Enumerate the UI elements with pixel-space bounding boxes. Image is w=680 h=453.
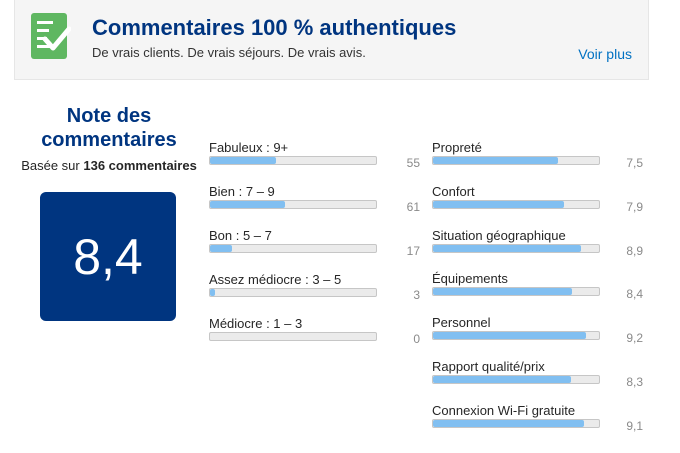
category-row-label: Rapport qualité/prix xyxy=(432,359,545,374)
distribution-row-bar-fill xyxy=(210,157,277,164)
category-row: Rapport qualité/prix 8,3 xyxy=(432,359,652,395)
category-row-label: Propreté xyxy=(432,140,482,155)
category-row-bar xyxy=(432,331,600,341)
category-row-bar xyxy=(432,375,600,384)
category-row-value: 9,1 xyxy=(626,418,643,433)
distribution-row-label: Assez médiocre : 3 – 5 xyxy=(209,272,342,287)
distribution-row-bar-fill xyxy=(210,201,285,208)
category-row-bar xyxy=(432,287,600,297)
category-row-value: 7,5 xyxy=(626,156,643,170)
category-row-value: 8,3 xyxy=(626,375,643,389)
score-badge: 8,4 xyxy=(40,192,176,321)
score-value: 8,4 xyxy=(73,228,143,285)
category-row-label: Situation géographique xyxy=(432,227,566,243)
distribution-row-bar xyxy=(209,200,377,209)
score-title: Note des commentaires xyxy=(41,105,177,151)
category-row-value: 8,4 xyxy=(626,287,643,302)
distribution-row-value: 61 xyxy=(406,200,420,214)
distribution-row-bar xyxy=(209,288,377,297)
category-row-bar-fill xyxy=(433,419,585,427)
distribution-row-value: 3 xyxy=(413,288,420,302)
distribution-row-bar-fill xyxy=(210,245,232,252)
distribution-row-label: Bien : 7 – 9 xyxy=(209,184,275,199)
distribution-row-value: 55 xyxy=(406,156,420,170)
score-based-on: Basée sur 136 commentaires xyxy=(10,158,208,173)
distribution-row-value: 17 xyxy=(406,244,420,258)
category-row-bar-fill xyxy=(433,244,581,252)
category-row-bar-fill xyxy=(433,376,571,383)
category-row: Personnel 9,2 xyxy=(432,315,652,351)
category-row-label: Équipements xyxy=(432,271,508,287)
category-row-value: 8,9 xyxy=(626,243,643,258)
category-row-value: 9,2 xyxy=(626,331,643,346)
category-row: Propreté 7,5 xyxy=(432,140,652,176)
category-row-bar xyxy=(432,418,600,428)
distribution-row-bar-fill xyxy=(210,289,215,296)
distribution-row: Médiocre : 1 – 3 0 xyxy=(209,316,429,352)
category-row-bar-fill xyxy=(433,200,565,208)
category-row-label: Personnel xyxy=(432,315,491,331)
distribution-row: Fabuleux : 9+ 55 xyxy=(209,140,429,176)
category-row-bar-fill xyxy=(433,157,558,164)
banner-title: Commentaires 100 % authentiques xyxy=(92,15,457,40)
score-based-prefix: Basée sur xyxy=(21,158,80,173)
distribution-row-label: Fabuleux : 9+ xyxy=(209,140,289,155)
distribution-row-label: Médiocre : 1 – 3 xyxy=(209,316,303,331)
category-row-bar-fill xyxy=(433,332,586,340)
banner-subtitle: De vrais clients. De vrais séjours. De v… xyxy=(92,45,366,60)
category-row-bar xyxy=(432,156,600,165)
category-row: Situation géographique 8,9 xyxy=(432,228,652,264)
category-row: Équipements 8,4 xyxy=(432,271,652,307)
category-row-bar xyxy=(432,199,600,209)
category-row-value: 7,9 xyxy=(626,199,643,214)
distribution-row: Bon : 5 – 7 17 xyxy=(209,228,429,264)
distribution-row-bar xyxy=(209,156,377,165)
distribution-row-bar xyxy=(209,244,377,253)
distribution-row: Assez médiocre : 3 – 5 3 xyxy=(209,272,429,308)
distribution-row-label: Bon : 5 – 7 xyxy=(209,228,272,243)
see-more-link[interactable]: Voir plus xyxy=(578,46,632,62)
category-row-label: Confort xyxy=(432,183,475,199)
review-count: 136 commentaires xyxy=(83,158,197,173)
category-row: Connexion Wi-Fi gratuite 9,1 xyxy=(432,403,652,439)
distribution-row-bar xyxy=(209,332,377,341)
overall-score-block: Note des commentaires Basée sur 136 comm… xyxy=(10,104,208,321)
authentic-reviews-banner: Commentaires 100 % authentiques De vrais… xyxy=(14,0,649,80)
distribution-row-value: 0 xyxy=(413,332,420,346)
distribution-row: Bien : 7 – 9 61 xyxy=(209,184,429,220)
category-row: Confort 7,9 xyxy=(432,184,652,220)
category-row-bar-fill xyxy=(433,288,573,296)
category-row-label: Connexion Wi-Fi gratuite xyxy=(432,402,576,418)
category-row-bar xyxy=(432,243,600,253)
verified-checklist-icon xyxy=(31,13,71,59)
